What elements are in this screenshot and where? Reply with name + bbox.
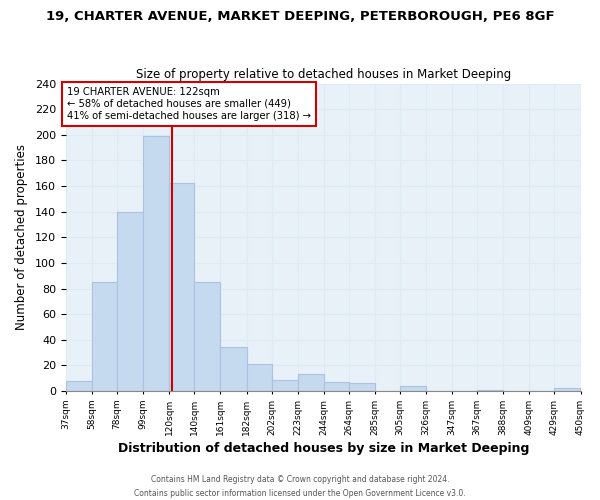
Bar (400, 386, 426, 391)
Bar (220, 348, 247, 391)
Bar (117, 212, 143, 391)
Bar (298, 374, 324, 391)
Bar (92, 282, 117, 391)
Bar (349, 384, 375, 391)
Bar (272, 380, 298, 391)
Bar (247, 364, 272, 391)
Bar (66, 381, 92, 391)
Bar (143, 136, 169, 391)
Text: 19, CHARTER AVENUE, MARKET DEEPING, PETERBOROUGH, PE6 8GF: 19, CHARTER AVENUE, MARKET DEEPING, PETE… (46, 10, 554, 23)
Title: Size of property relative to detached houses in Market Deeping: Size of property relative to detached ho… (136, 68, 511, 81)
Text: 19 CHARTER AVENUE: 122sqm
← 58% of detached houses are smaller (449)
41% of semi: 19 CHARTER AVENUE: 122sqm ← 58% of detac… (67, 88, 311, 120)
Bar (194, 282, 220, 391)
Bar (477, 390, 503, 391)
Y-axis label: Number of detached properties: Number of detached properties (15, 144, 28, 330)
Bar (554, 388, 580, 391)
Bar (324, 382, 349, 391)
X-axis label: Distribution of detached houses by size in Market Deeping: Distribution of detached houses by size … (118, 442, 529, 455)
Bar (169, 184, 194, 391)
Text: Contains HM Land Registry data © Crown copyright and database right 2024.
Contai: Contains HM Land Registry data © Crown c… (134, 476, 466, 498)
